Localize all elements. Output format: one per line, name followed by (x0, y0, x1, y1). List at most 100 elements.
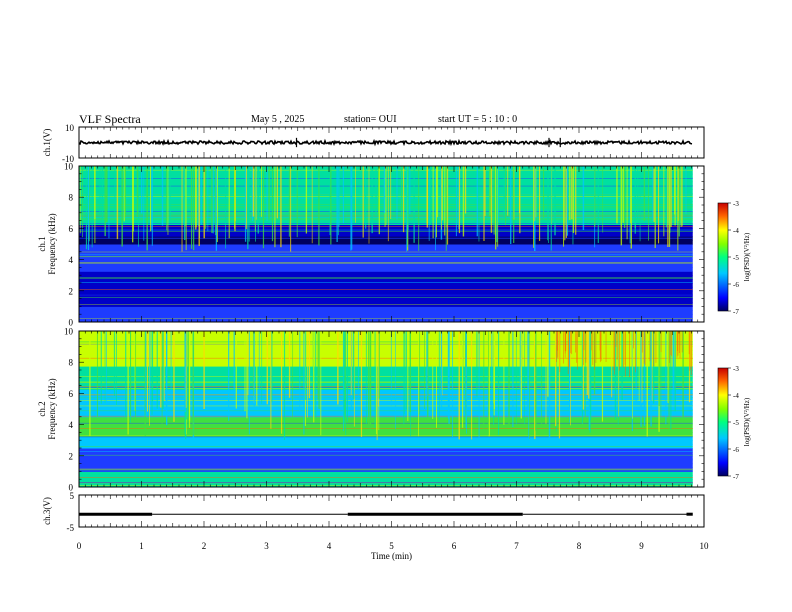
spectrogram-band (79, 483, 693, 488)
colorbar-tick-label: -6 (733, 281, 739, 289)
spectrogram-band (79, 479, 693, 484)
spectrogram-band (79, 334, 693, 340)
spectrogram-band (79, 463, 693, 468)
x-axis-label: Time (min) (371, 551, 412, 561)
colorbar-label: log(PSD)(V²/Hz) (743, 232, 751, 281)
spectrogram-band (79, 448, 693, 453)
waveform-layer (78, 137, 693, 516)
ch3-ylabel: ch.3(V) (42, 497, 52, 525)
x-tick-label: 1 (139, 541, 144, 551)
colorbar-tick-label: -5 (733, 254, 739, 262)
x-tick-label: 4 (327, 541, 332, 551)
spectrogram-band (79, 366, 693, 371)
spectrogram-band (79, 397, 693, 402)
spectrogram-band (79, 373, 693, 379)
colorbar-tick-label: -7 (733, 308, 739, 316)
ch1-ytick-label: 10 (64, 162, 74, 172)
spectrogram-band (79, 271, 693, 276)
spectrogram-band (79, 436, 693, 441)
spectrogram-band (79, 405, 693, 410)
ch1-ytick-label: 0 (69, 318, 74, 328)
spectrogram-band (79, 306, 693, 311)
colorbar-1 (717, 202, 729, 312)
spectrogram-band (79, 310, 693, 315)
spectrogram-band (79, 428, 693, 433)
ch2-spectrogram (79, 331, 693, 488)
ch1-spectrogram (79, 166, 693, 323)
spectrogram-band (79, 283, 693, 288)
colorbar-tick-label: -6 (733, 446, 739, 454)
spectrogram-band (79, 424, 693, 429)
ch2-ytick-label: 0 (69, 483, 74, 493)
ch1-ytick-label: 8 (69, 193, 74, 203)
tick-marks (78, 127, 705, 527)
colorbar-tick-label: -3 (733, 365, 739, 373)
spectrogram-band (79, 440, 693, 445)
spectrogram-band (79, 255, 693, 261)
spectrogram-band (79, 298, 693, 303)
spectrogram-band (79, 263, 693, 268)
x-tick-label: 3 (264, 541, 269, 551)
spectrogram-band (79, 267, 693, 272)
spectrogram-band (79, 338, 693, 344)
spectrogram-band (79, 286, 693, 292)
station-label: station= OUI (344, 114, 397, 125)
start-time-label: start UT = 5 : 10 : 0 (438, 114, 518, 125)
spectrogram-band (79, 294, 693, 300)
ch2-spectrogram-ylabel: ch.2 (37, 401, 47, 416)
colorbar-tick-label: -4 (733, 227, 739, 235)
spectrogram-band (79, 377, 693, 383)
spectrogram-band (79, 290, 693, 296)
colorbar-tick-label: -4 (733, 392, 739, 400)
ch3-ytick-label: -5 (67, 523, 75, 533)
ch1-spectrogram-ylabel: ch.1 (37, 236, 47, 251)
spectrogram-band (79, 444, 693, 449)
ch2-ytick-label: 2 (69, 451, 74, 461)
spectrogram-band (79, 342, 693, 348)
x-tick-label: 6 (452, 541, 457, 551)
ch2-ytick-label: 6 (69, 389, 74, 399)
spectrogram-band (79, 247, 693, 253)
ch2-ytick-label: 8 (69, 358, 74, 368)
ch1-ytick-label: 6 (69, 224, 74, 234)
spectrogram-band (79, 331, 693, 336)
chart-title: VLF Spectra (79, 112, 141, 126)
x-tick-label: 5 (389, 541, 394, 551)
spectrogram-band (79, 358, 693, 363)
ch1-ylabel: ch.1(V) (42, 129, 52, 157)
spectrogram-band (79, 224, 693, 229)
spectrogram-band (79, 350, 693, 355)
x-tick-label: 10 (700, 541, 710, 551)
spectrogram-band (79, 244, 693, 249)
ch1-ytick-label: 4 (69, 255, 74, 265)
spectrogram-band (79, 381, 693, 387)
colorbar-tick-label: -5 (733, 419, 739, 427)
ch1-ytick-label: 2 (69, 286, 74, 296)
spectrogram-band (79, 240, 693, 245)
colorbar-2 (717, 367, 729, 477)
spectrogram-band (79, 432, 693, 437)
ch2-spectrogram-ylabel: Frequency (kHz) (47, 378, 57, 439)
spectrogram-band (79, 279, 693, 284)
ch1-ytick-label: -10 (62, 154, 74, 164)
spectrogram-band (79, 362, 693, 367)
spectrogram-band (79, 259, 693, 264)
ch2-ytick-label: 10 (64, 327, 74, 337)
x-tick-label: 8 (577, 541, 582, 551)
spectrogram-band (79, 393, 693, 398)
x-tick-label: 9 (639, 541, 644, 551)
spectrogram-band (79, 318, 693, 323)
spectrogram-band (79, 232, 693, 237)
ch1-spectrogram-ylabel: Frequency (kHz) (47, 213, 57, 274)
date-label: May 5 , 2025 (251, 114, 305, 125)
ch3-ytick-label: 5 (70, 491, 75, 501)
colorbar-label: log(PSD)(V²/Hz) (743, 397, 751, 446)
spectrogram-band (79, 228, 693, 233)
x-tick-label: 2 (202, 541, 207, 551)
spectrogram-band (79, 346, 693, 351)
spectrogram-band (79, 416, 693, 422)
spectrogram-band (79, 412, 693, 418)
spectrogram-band (79, 471, 693, 476)
